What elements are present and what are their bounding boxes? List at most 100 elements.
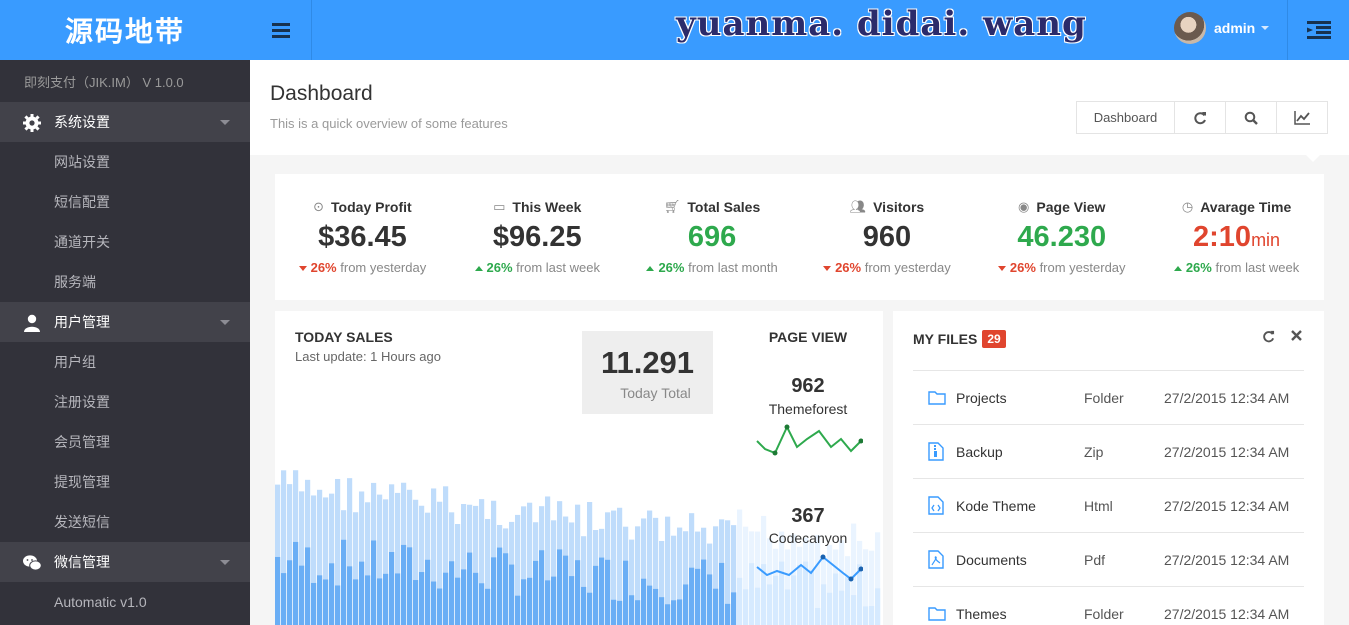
sales-bar-dark bbox=[383, 573, 389, 625]
file-row[interactable]: Projects Folder 27/2/2015 12:34 AM bbox=[913, 370, 1304, 424]
codecanyon-value: 367 bbox=[791, 505, 825, 527]
sales-bar-dark bbox=[305, 547, 311, 625]
sidebar-item-automatic[interactable]: Automatic v1.0 bbox=[54, 594, 147, 610]
sales-bar-dark bbox=[551, 576, 557, 625]
sales-bar-dark bbox=[755, 587, 761, 625]
codecanyon-label: Codecanyon bbox=[768, 530, 848, 546]
file-name: Kode Theme bbox=[956, 497, 1036, 514]
sidebar-group-system-settings[interactable]: 系统设置 bbox=[0, 102, 250, 142]
sales-bar-dark bbox=[311, 582, 317, 625]
right-panel-toggle-button[interactable] bbox=[1287, 0, 1349, 60]
menu-toggle-button[interactable] bbox=[250, 0, 312, 60]
sales-bar-light bbox=[317, 489, 323, 625]
sidebar-item-members[interactable]: 会员管理 bbox=[54, 434, 110, 450]
sales-bar-dark bbox=[635, 600, 641, 625]
sales-bar-light bbox=[569, 522, 575, 625]
zip-file-icon bbox=[928, 442, 948, 461]
refresh-button[interactable] bbox=[1174, 102, 1225, 133]
sales-bar-dark bbox=[413, 580, 419, 625]
arrow-down-icon bbox=[823, 266, 832, 272]
sales-bar-dark bbox=[677, 599, 683, 625]
files-count-badge: 29 bbox=[982, 330, 1006, 348]
today-sales-panel: TODAY SALES Last update: 1 Hours ago 11.… bbox=[275, 311, 883, 625]
sales-bar-dark bbox=[671, 600, 677, 625]
code-file-icon bbox=[928, 496, 948, 515]
sales-bar-dark bbox=[533, 560, 539, 625]
stat-value: $96.25 bbox=[492, 221, 582, 253]
sidebar-group-user-management[interactable]: 用户管理 bbox=[0, 302, 250, 342]
sales-bar-dark bbox=[479, 583, 485, 625]
file-date: 27/2/2015 12:34 AM bbox=[1164, 389, 1290, 406]
sidebar-group-wechat[interactable]: 微信管理 bbox=[0, 542, 250, 582]
themeforest-sparkline bbox=[756, 424, 863, 456]
folder-icon bbox=[928, 606, 948, 621]
sales-bar-dark bbox=[443, 572, 449, 625]
sales-bar-light bbox=[863, 549, 869, 625]
sidebar-item-send-sms[interactable]: 发送短信 bbox=[54, 514, 110, 530]
sales-bar-dark bbox=[401, 544, 407, 625]
arrow-up-icon bbox=[474, 266, 483, 272]
stat-visitors: 👥︎ Visitors 960 26% from yesterday bbox=[799, 174, 974, 300]
sidebar-item-registration[interactable]: 注册设置 bbox=[54, 394, 110, 410]
sidebar-item-withdrawals[interactable]: 提现管理 bbox=[54, 474, 110, 490]
sales-bar-dark bbox=[737, 577, 743, 625]
sales-bar-dark bbox=[407, 547, 413, 625]
sales-bar-dark bbox=[821, 584, 827, 625]
stat-value: 960 bbox=[862, 221, 912, 253]
sales-bar-light bbox=[443, 486, 449, 625]
sales-bar-light bbox=[365, 502, 371, 625]
stat-label: Today Profit bbox=[331, 199, 412, 215]
file-row[interactable]: Kode Theme Html 27/2/2015 12:34 AM bbox=[913, 478, 1304, 532]
sales-bar-dark bbox=[491, 557, 497, 625]
file-row[interactable]: Backup Zip 27/2/2015 12:34 AM bbox=[913, 424, 1304, 478]
file-row[interactable]: Documents Pdf 27/2/2015 12:34 AM bbox=[913, 532, 1304, 586]
chevron-down-icon bbox=[220, 560, 230, 565]
brand-logo[interactable]: 源码地带 bbox=[0, 0, 250, 60]
sales-bar-dark bbox=[629, 595, 635, 625]
themeforest-label: Themeforest bbox=[768, 401, 848, 417]
sales-bar-dark bbox=[857, 564, 863, 625]
gear-icon bbox=[23, 114, 41, 132]
sales-bar-dark bbox=[503, 553, 509, 625]
stat-label: Visitors bbox=[873, 199, 925, 215]
sales-bar-light bbox=[377, 494, 383, 625]
sales-bar-light bbox=[353, 512, 359, 625]
page-view-title: PAGE VIEW bbox=[768, 329, 848, 345]
today-total-value: 11.291 bbox=[600, 345, 695, 380]
refresh-icon[interactable] bbox=[1262, 330, 1275, 343]
stats-button[interactable] bbox=[1276, 102, 1327, 133]
today-total-label: Today Total bbox=[620, 385, 691, 401]
dashboard-button[interactable]: Dashboard bbox=[1093, 110, 1158, 125]
sales-bar-dark bbox=[425, 559, 431, 625]
sales-bar-dark bbox=[779, 561, 785, 625]
sales-bar-light bbox=[545, 496, 551, 625]
sales-bar-light bbox=[815, 534, 821, 625]
search-icon bbox=[1244, 111, 1258, 125]
sales-bar-light bbox=[431, 488, 437, 625]
sidebar-item-site-settings[interactable]: 网站设置 bbox=[54, 154, 110, 170]
version-label: 即刻支付（JIK.IM） V 1.0.0 bbox=[24, 74, 184, 90]
stat-label: This Week bbox=[512, 199, 582, 215]
sidebar-item-channel-switch[interactable]: 通道开关 bbox=[54, 234, 110, 250]
stat-trend: 26% from yesterday bbox=[799, 260, 974, 275]
indent-icon bbox=[1306, 21, 1331, 39]
sales-bar-dark bbox=[365, 575, 371, 625]
sales-bar-light bbox=[329, 493, 335, 625]
sales-bar-dark bbox=[773, 575, 779, 625]
close-icon[interactable] bbox=[1291, 330, 1302, 341]
sidebar-item-server[interactable]: 服务端 bbox=[54, 274, 96, 290]
sales-bar-dark bbox=[869, 605, 875, 625]
sales-bar-dark bbox=[563, 555, 569, 625]
sales-bar-dark bbox=[695, 568, 701, 625]
sidebar-item-user-groups[interactable]: 用户组 bbox=[54, 354, 96, 370]
file-row[interactable]: Themes Folder 27/2/2015 12:34 AM bbox=[913, 586, 1304, 625]
sales-bar-dark bbox=[845, 577, 851, 625]
user-menu[interactable]: admin bbox=[1174, 12, 1270, 44]
stat-page-view: ◉ Page View 46.230 26% from yesterday bbox=[974, 174, 1149, 300]
calendar-icon: ▭ bbox=[493, 199, 506, 214]
stat-trend: 26% from last week bbox=[450, 260, 625, 275]
search-button[interactable] bbox=[1225, 102, 1276, 133]
sidebar-item-sms-config[interactable]: 短信配置 bbox=[54, 194, 110, 210]
sales-bar-dark bbox=[761, 564, 767, 625]
files-title-text: MY FILES bbox=[913, 331, 978, 347]
